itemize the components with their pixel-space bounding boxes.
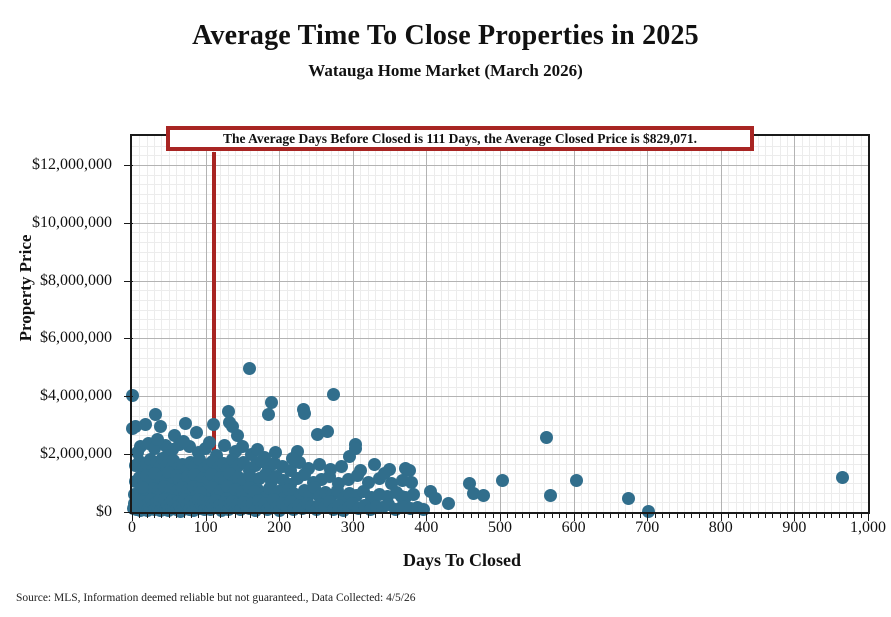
x-tick-label: 300 xyxy=(340,519,365,536)
x-tick-label: 0 xyxy=(128,519,136,536)
data-point xyxy=(221,404,235,418)
y-tick-label: $8,000,000 xyxy=(40,271,112,289)
x-tick-label: 600 xyxy=(561,519,586,536)
data-point xyxy=(262,407,276,421)
x-tick-label: 900 xyxy=(782,519,807,536)
data-point xyxy=(125,422,139,436)
data-point xyxy=(202,436,216,450)
data-point xyxy=(405,476,419,490)
y-tick-label: $0 xyxy=(96,503,112,520)
y-tick-label: $2,000,000 xyxy=(40,445,112,463)
data-point xyxy=(179,416,193,430)
data-point xyxy=(351,469,365,483)
data-point xyxy=(539,431,553,445)
data-point xyxy=(496,474,510,488)
x-tick-label: 800 xyxy=(708,519,733,536)
x-tick-label: 400 xyxy=(414,519,439,536)
y-axis-title: Property Price xyxy=(16,234,35,342)
data-point xyxy=(402,464,416,478)
data-point xyxy=(368,457,382,471)
data-point xyxy=(149,407,163,421)
data-point xyxy=(321,424,335,438)
data-point xyxy=(154,419,168,433)
data-point xyxy=(377,467,391,481)
data-point xyxy=(327,388,341,402)
x-tick-label: 200 xyxy=(267,519,292,536)
data-point xyxy=(207,417,221,431)
x-axis-title: Days To Closed xyxy=(402,550,522,570)
data-point xyxy=(190,425,204,439)
y-tick-label: $4,000,000 xyxy=(40,387,112,405)
data-point xyxy=(269,446,283,460)
major-gridlines xyxy=(132,136,868,512)
data-point xyxy=(462,477,476,491)
data-point xyxy=(138,417,152,431)
data-point xyxy=(476,489,490,503)
data-point xyxy=(125,389,139,403)
data-point xyxy=(622,491,636,505)
source-note: Source: MLS, Information deemed reliable… xyxy=(16,592,416,604)
scatter-points xyxy=(125,136,868,518)
data-point xyxy=(310,427,324,441)
x-tick-label: 100 xyxy=(193,519,218,536)
data-point xyxy=(217,438,231,452)
x-tick-label: 500 xyxy=(488,519,512,536)
average-days-marker-line xyxy=(211,152,216,512)
data-point xyxy=(428,491,442,505)
chart-title: Average Time To Close Properties in 2025 xyxy=(192,20,699,51)
plot-area xyxy=(125,134,870,518)
data-point xyxy=(544,489,558,503)
data-point xyxy=(835,471,849,485)
data-point xyxy=(223,415,237,429)
data-point xyxy=(642,504,656,518)
x-tick-label: 700 xyxy=(635,519,660,536)
data-point xyxy=(570,474,584,488)
average-annotation-box: The Average Days Before Closed is 111 Da… xyxy=(166,126,754,151)
data-point xyxy=(177,434,191,448)
data-point xyxy=(298,407,312,421)
data-point xyxy=(135,480,149,494)
data-point xyxy=(407,488,421,502)
chart-subtitle: Watauga Home Market (March 2026) xyxy=(308,61,583,80)
y-tick-label: $12,000,000 xyxy=(32,155,112,173)
y-tick-label: $6,000,000 xyxy=(40,329,112,347)
data-point xyxy=(242,362,256,376)
y-tick-label: $10,000,000 xyxy=(32,213,112,231)
data-point xyxy=(313,458,327,472)
data-point xyxy=(231,429,245,443)
data-point xyxy=(151,433,165,447)
data-point xyxy=(348,441,362,455)
data-point xyxy=(441,497,455,511)
data-point xyxy=(265,395,279,409)
data-point xyxy=(335,460,349,474)
x-tick-label: 1,000 xyxy=(850,519,886,536)
